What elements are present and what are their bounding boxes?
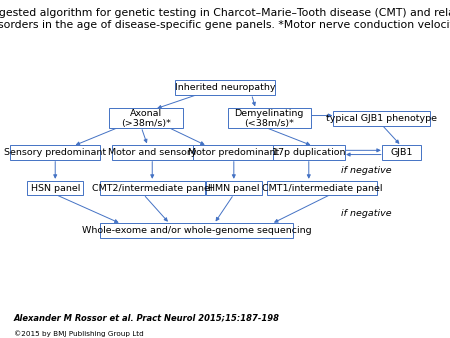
FancyBboxPatch shape	[273, 145, 345, 160]
Text: disorders in the age of disease-specific gene panels. *Motor nerve conduction ve: disorders in the age of disease-specific…	[0, 20, 450, 30]
Text: GJB1: GJB1	[390, 148, 413, 157]
Text: Demyelinating
(<38m/s)*: Demyelinating (<38m/s)*	[234, 108, 304, 128]
FancyBboxPatch shape	[382, 145, 421, 160]
Text: PN: PN	[390, 310, 423, 330]
Text: CMT1/intermediate panel: CMT1/intermediate panel	[262, 184, 382, 193]
FancyBboxPatch shape	[194, 145, 274, 160]
FancyBboxPatch shape	[108, 108, 183, 128]
FancyBboxPatch shape	[10, 145, 100, 160]
Text: Motor and sensory: Motor and sensory	[108, 148, 197, 157]
FancyBboxPatch shape	[175, 80, 275, 95]
Text: HSN panel: HSN panel	[31, 184, 80, 193]
Text: if negative: if negative	[341, 166, 391, 175]
Text: Suggested algorithm for genetic testing in Charcot–Marie–Tooth disease (CMT) and: Suggested algorithm for genetic testing …	[0, 8, 450, 19]
Text: Sensory predominant: Sensory predominant	[4, 148, 106, 157]
Text: 17p duplication: 17p duplication	[272, 148, 346, 157]
FancyBboxPatch shape	[100, 223, 293, 238]
FancyBboxPatch shape	[333, 111, 430, 125]
Text: if negative: if negative	[341, 209, 391, 218]
Text: Whole-exome and/or whole-genome sequencing: Whole-exome and/or whole-genome sequenci…	[81, 226, 311, 235]
Text: typical GJB1 phenotype: typical GJB1 phenotype	[326, 114, 437, 123]
Text: Axonal
(>38m/s)*: Axonal (>38m/s)*	[121, 108, 171, 128]
Text: CMT2/intermediate panel: CMT2/intermediate panel	[92, 184, 212, 193]
Text: ©2015 by BMJ Publishing Group Ltd: ©2015 by BMJ Publishing Group Ltd	[14, 331, 143, 337]
FancyBboxPatch shape	[27, 180, 83, 195]
FancyBboxPatch shape	[228, 108, 310, 128]
FancyBboxPatch shape	[100, 180, 205, 195]
FancyBboxPatch shape	[112, 145, 193, 160]
Text: Motor predominant: Motor predominant	[188, 148, 279, 157]
Text: Alexander M Rossor et al. Pract Neurol 2015;15:187-198: Alexander M Rossor et al. Pract Neurol 2…	[14, 314, 279, 323]
Text: HMN panel: HMN panel	[208, 184, 260, 193]
FancyBboxPatch shape	[267, 180, 377, 195]
Text: Inherited neuropathy: Inherited neuropathy	[175, 83, 275, 92]
FancyBboxPatch shape	[206, 180, 262, 195]
